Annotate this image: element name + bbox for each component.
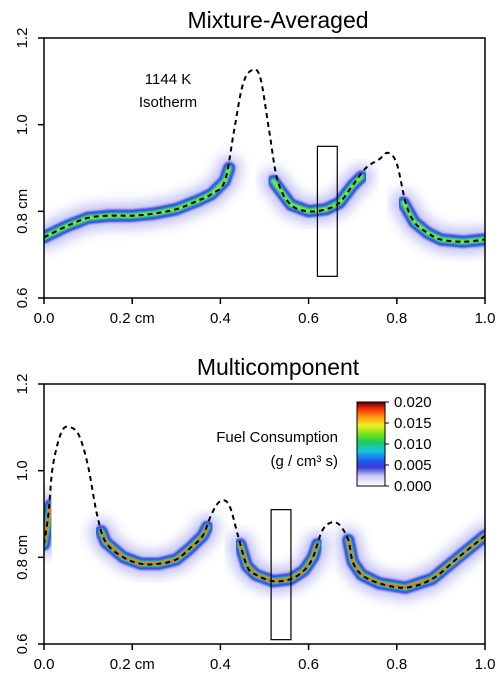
isotherm-annotation-line-2: Isotherm xyxy=(139,94,197,111)
highlight-box xyxy=(270,509,292,641)
y-ticks: 0.6 0.8 cm 1.0 1.2 xyxy=(14,374,44,655)
colorbar-title-line-2: (g / cm³ s) xyxy=(271,453,339,470)
x-tick-label: 0.2 cm xyxy=(110,310,155,327)
panel-mixture-averaged: Mixture-Averaged 1144 K Isotherm 0.0 0.2 … xyxy=(14,7,495,327)
x-tick-label: 0.0 xyxy=(34,310,55,327)
isotherm-annotation-line-1: 1144 K xyxy=(145,71,191,88)
highlight-box xyxy=(316,145,338,277)
isotherm-layer xyxy=(44,68,485,243)
colorbar-gradient xyxy=(356,401,386,487)
colorbar-tick-label: 0.005 xyxy=(394,457,432,474)
frame-layer xyxy=(43,383,486,645)
plot-frame xyxy=(43,383,486,645)
x-tick-label: 0.2 cm xyxy=(110,656,155,673)
colorbar-tick-label: 0.000 xyxy=(394,478,432,495)
frame-layer xyxy=(43,37,486,299)
colorbar-tick-label: 0.020 xyxy=(394,394,432,411)
isotherm-layer xyxy=(44,425,485,589)
x-tick-label: 0.4 xyxy=(210,656,231,673)
plot-frame xyxy=(43,37,486,299)
panel-title: Mixture-Averaged xyxy=(187,7,368,33)
y-ticks: 0.6 0.8 cm 1.0 1.2 xyxy=(14,28,44,309)
colorbar-tick-label: 0.015 xyxy=(394,415,432,432)
isotherm-line xyxy=(44,425,485,589)
panel-title: Multicomponent xyxy=(197,354,360,380)
x-tick-label: 0.0 xyxy=(34,656,55,673)
y-tick-label: 0.6 xyxy=(14,288,31,309)
isotherm-line xyxy=(44,68,485,243)
colorbar-title-line-1: Fuel Consumption xyxy=(216,429,338,446)
colorbar: 0.020 0.015 0.010 0.005 0.000 xyxy=(356,394,432,495)
x-tick-label: 0.8 xyxy=(386,310,407,327)
y-tick-label: 1.0 xyxy=(14,460,31,481)
x-ticks: 0.0 0.2 cm 0.4 0.6 0.8 1.0 xyxy=(34,298,496,327)
x-tick-label: 0.8 xyxy=(386,656,407,673)
y-tick-label: 0.6 xyxy=(14,634,31,655)
x-tick-label: 1.0 xyxy=(475,656,496,673)
y-tick-label: 0.8 cm xyxy=(14,535,31,580)
x-tick-label: 1.0 xyxy=(475,310,496,327)
x-tick-label: 0.4 xyxy=(210,310,231,327)
y-tick-label: 0.8 cm xyxy=(14,189,31,234)
x-tick-label: 0.6 xyxy=(298,310,319,327)
heat-layer xyxy=(44,153,485,257)
y-tick-label: 1.0 xyxy=(14,114,31,135)
panel-multicomponent: Multicomponent Fuel Consumption (g / cm³… xyxy=(14,354,495,673)
band-core xyxy=(271,175,363,213)
y-tick-label: 1.2 xyxy=(14,28,31,49)
x-ticks: 0.0 0.2 cm 0.4 0.6 0.8 1.0 xyxy=(34,644,496,673)
colorbar-tick-label: 0.010 xyxy=(394,436,432,453)
x-tick-label: 0.6 xyxy=(298,656,319,673)
y-tick-label: 1.2 xyxy=(14,374,31,395)
